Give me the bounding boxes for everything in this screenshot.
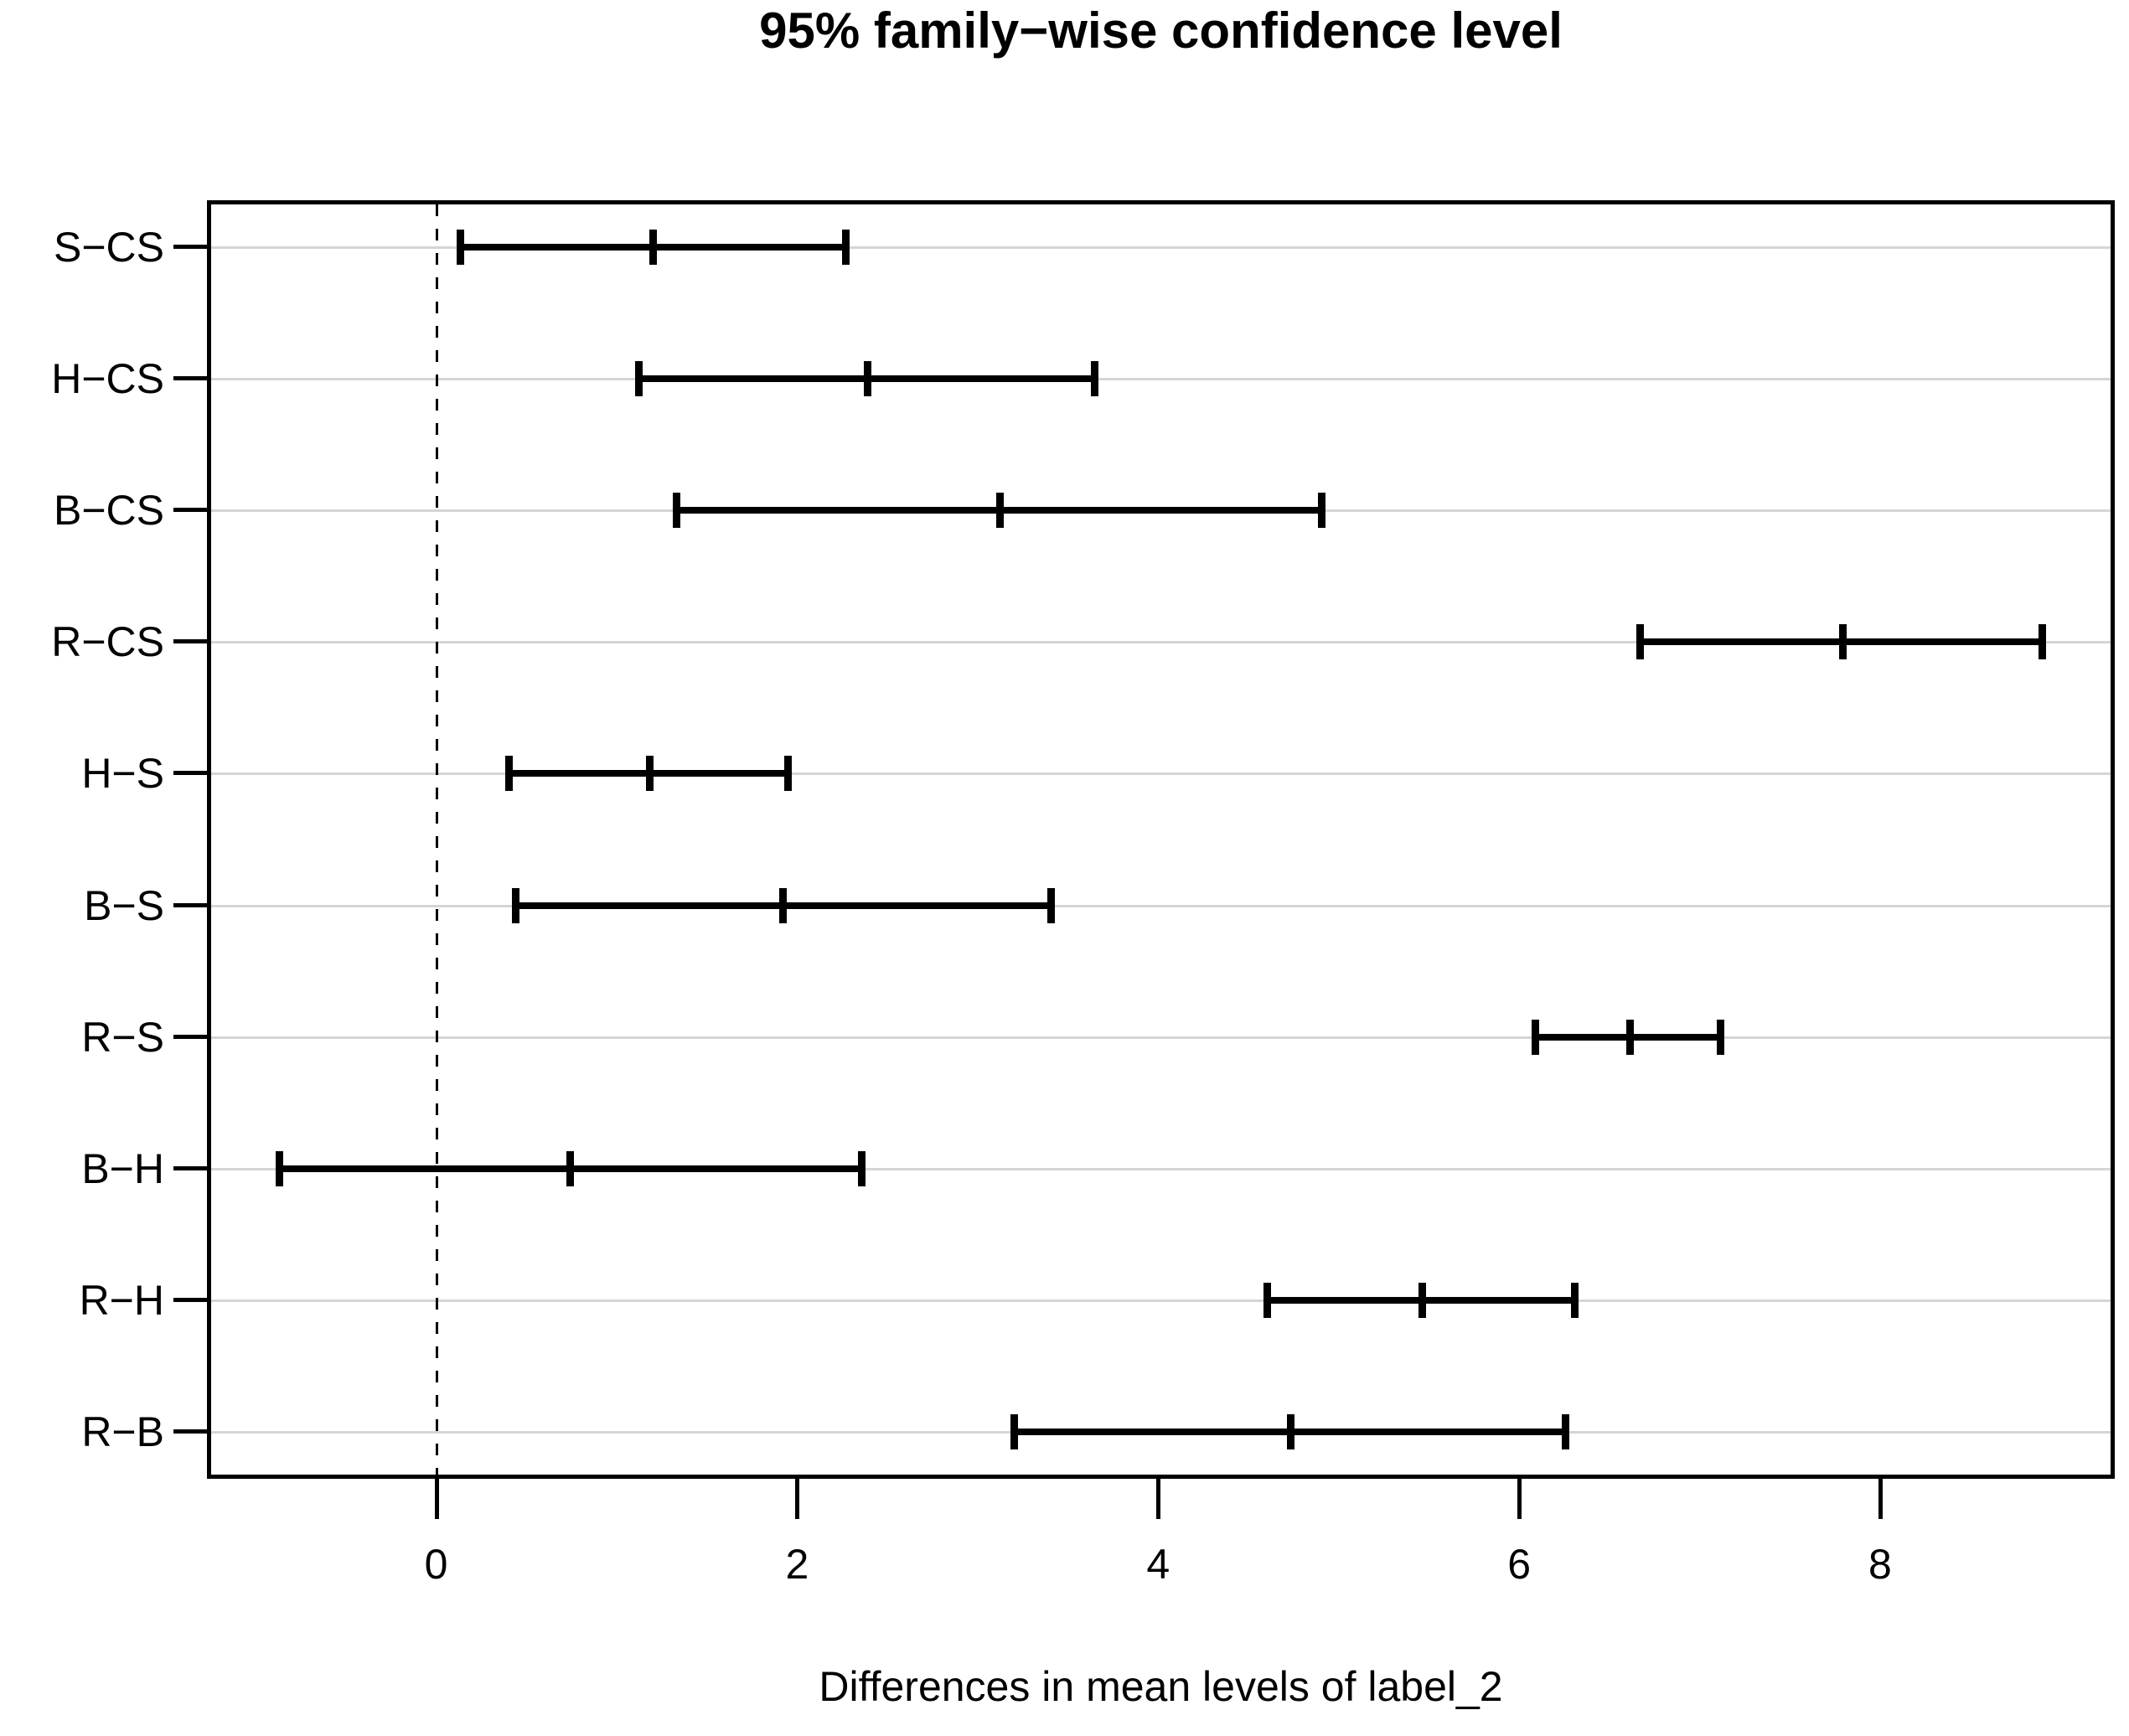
y-axis-tick xyxy=(173,1297,207,1302)
y-axis-tick xyxy=(173,1165,207,1170)
y-axis-tick xyxy=(173,508,207,513)
ci-upper-cap xyxy=(2038,624,2046,660)
ci-center-tick xyxy=(1625,1019,1634,1055)
ci-upper-cap xyxy=(1047,887,1056,923)
ci-lower-cap xyxy=(276,1150,284,1186)
y-axis-label: B−H xyxy=(81,1144,164,1192)
ci-upper-cap xyxy=(841,230,850,265)
ci-lower-cap xyxy=(1636,624,1645,660)
y-axis-label: R−CS xyxy=(51,618,164,666)
y-axis-label: B−S xyxy=(84,881,164,929)
x-axis-tick xyxy=(1156,1479,1161,1519)
ci-lower-cap xyxy=(504,756,513,792)
y-axis-label: R−B xyxy=(81,1408,164,1455)
ci-center-tick xyxy=(1418,1282,1426,1318)
ci-center-tick xyxy=(649,230,658,265)
y-axis-label: S−CS xyxy=(53,224,164,271)
chart-title: 95% family−wise confidence level xyxy=(759,3,1563,59)
plot-area xyxy=(207,200,2115,1479)
ci-upper-cap xyxy=(1717,1019,1725,1055)
ci-center-tick xyxy=(995,493,1004,529)
y-axis-label: R−H xyxy=(79,1276,164,1324)
row-grid-line xyxy=(211,772,2111,776)
ci-center-tick xyxy=(864,361,872,397)
x-axis-tick xyxy=(795,1479,800,1519)
ci-upper-cap xyxy=(1090,361,1098,397)
ci-lower-cap xyxy=(1532,1019,1540,1055)
x-axis-tick xyxy=(434,1479,439,1519)
row-grid-line xyxy=(211,246,2111,249)
row-grid-line xyxy=(211,1036,2111,1039)
y-axis-tick xyxy=(173,376,207,381)
zero-reference-line xyxy=(435,204,438,1475)
row-grid-line xyxy=(211,1299,2111,1302)
ci-lower-cap xyxy=(512,887,520,923)
x-axis-tick-label: 8 xyxy=(1868,1541,1892,1588)
ci-upper-cap xyxy=(1318,493,1326,529)
x-axis-tick xyxy=(1517,1479,1522,1519)
x-axis-title: Differences in mean levels of label_2 xyxy=(819,1663,1503,1710)
ci-lower-cap xyxy=(1263,1282,1271,1318)
ci-lower-cap xyxy=(456,230,464,265)
ci-center-tick xyxy=(1838,624,1847,660)
y-axis-tick xyxy=(173,639,207,644)
y-axis-tick xyxy=(173,1429,207,1434)
y-axis-label: R−S xyxy=(81,1013,164,1061)
y-axis-tick xyxy=(173,1034,207,1039)
ci-lower-cap xyxy=(634,361,643,397)
row-grid-line xyxy=(211,1167,2111,1170)
x-axis-tick-label: 4 xyxy=(1146,1541,1170,1588)
y-axis-tick xyxy=(173,245,207,249)
y-axis-tick xyxy=(173,902,207,907)
ci-upper-cap xyxy=(857,1150,866,1186)
ci-center-tick xyxy=(566,1150,574,1186)
ci-center-tick xyxy=(1286,1413,1294,1449)
ci-upper-cap xyxy=(1562,1413,1570,1449)
ci-upper-cap xyxy=(1570,1282,1579,1318)
row-grid-line xyxy=(211,378,2111,381)
y-axis-label: B−CS xyxy=(53,487,164,535)
ci-upper-cap xyxy=(783,756,792,792)
ci-center-tick xyxy=(779,887,788,923)
ci-lower-cap xyxy=(673,493,681,529)
y-axis-label: H−CS xyxy=(51,355,164,403)
x-axis-tick xyxy=(1878,1479,1883,1519)
row-grid-line xyxy=(211,904,2111,907)
y-axis-tick xyxy=(173,771,207,776)
x-axis-tick-label: 0 xyxy=(424,1541,448,1588)
x-axis-tick-label: 6 xyxy=(1507,1541,1532,1588)
x-axis-tick-label: 2 xyxy=(785,1541,809,1588)
ci-lower-cap xyxy=(1010,1413,1018,1449)
row-grid-line xyxy=(211,641,2111,644)
ci-center-tick xyxy=(645,756,654,792)
y-axis-label: H−S xyxy=(81,750,164,798)
